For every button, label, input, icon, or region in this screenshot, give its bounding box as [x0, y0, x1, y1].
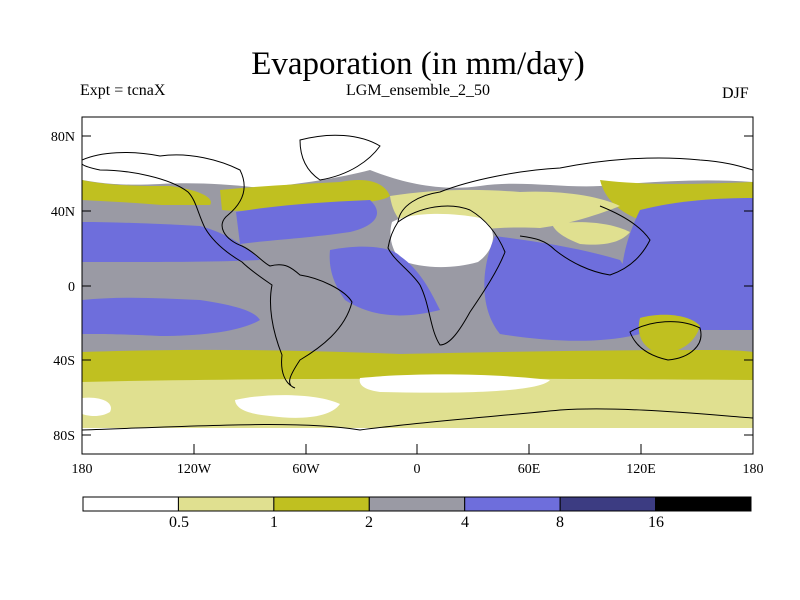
field-southern-pale-band	[82, 378, 753, 430]
x-label-180w: 180	[72, 462, 93, 477]
field-west-pacific-blue	[621, 198, 753, 330]
colorbar-label-4: 4	[461, 514, 469, 531]
field-tropical-atlantic-blue	[329, 246, 440, 316]
season-label: DJF	[722, 85, 749, 102]
field-south-pacific-blue	[82, 297, 260, 336]
coastline-antarctica	[82, 408, 753, 431]
colorbar-swatch-2	[273, 496, 370, 512]
colorbar-swatch-6	[655, 496, 752, 512]
field-southern-olive-band	[82, 349, 753, 388]
field-asia-pale	[552, 222, 630, 245]
colorbar-label-1: 1	[270, 514, 278, 531]
field-atlantic-blue-north	[236, 200, 378, 244]
y-label-40n: 40N	[51, 205, 75, 220]
field-antarctica-white	[82, 428, 753, 454]
y-label-0: 0	[68, 280, 75, 295]
x-label-120e: 120E	[626, 462, 656, 477]
coastlines	[82, 134, 753, 431]
plot-title: Evaporation (in mm/day)	[251, 46, 585, 82]
x-axis-ticks	[81, 444, 754, 454]
evaporation-field	[82, 117, 753, 454]
y-label-80s: 80S	[53, 429, 75, 444]
colorbar-labels: 0.5 1 2 4 8 16	[169, 514, 664, 531]
x-label-180e: 180	[743, 462, 764, 477]
colorbar-label-2: 2	[365, 514, 373, 531]
colorbar-swatch-5	[559, 496, 657, 512]
y-axis-ticks	[82, 135, 753, 436]
field-indian-ocean-blue	[484, 236, 644, 341]
coastline-australia	[629, 321, 702, 361]
y-axis-labels: 80N 40N 0 40S 80S	[51, 130, 75, 444]
field-southern-white-patch	[359, 374, 550, 393]
y-label-40s: 40S	[53, 354, 75, 369]
field-north-pacific-blue	[82, 222, 260, 262]
colorbar-swatch-0	[82, 496, 179, 512]
colorbar-swatch-4	[464, 496, 561, 512]
y-label-80n: 80N	[51, 130, 75, 145]
field-australia-olive	[638, 314, 700, 353]
field-weddell-white	[235, 395, 340, 418]
coastline-americas	[82, 152, 353, 389]
colorbar-swatch-1	[177, 496, 275, 512]
coastline-eurasia	[397, 157, 753, 276]
colorbar-label-16: 16	[648, 514, 664, 531]
field-sahara-white	[390, 213, 493, 268]
x-label-0: 0	[414, 462, 421, 477]
field-na-gray-band	[82, 200, 190, 222]
colorbar-label-0-5: 0.5	[169, 514, 189, 531]
x-label-60w: 60W	[292, 462, 320, 477]
run-label: LGM_ensemble_2_50	[346, 82, 490, 99]
x-axis-labels: 180 120W 60W 0 60E 120E 180	[72, 462, 764, 477]
experiment-label: Expt = tcnaX	[80, 82, 166, 99]
field-na-olive	[82, 180, 211, 205]
field-southern-white-west	[82, 397, 111, 416]
colorbar	[82, 496, 752, 512]
colorbar-label-8: 8	[556, 514, 564, 531]
colorbar-swatch-3	[368, 496, 466, 512]
coastline-africa	[387, 205, 506, 346]
field-north-white	[82, 117, 753, 188]
x-label-120w: 120W	[177, 462, 212, 477]
coastline-greenland	[299, 134, 381, 181]
x-label-60e: 60E	[518, 462, 541, 477]
